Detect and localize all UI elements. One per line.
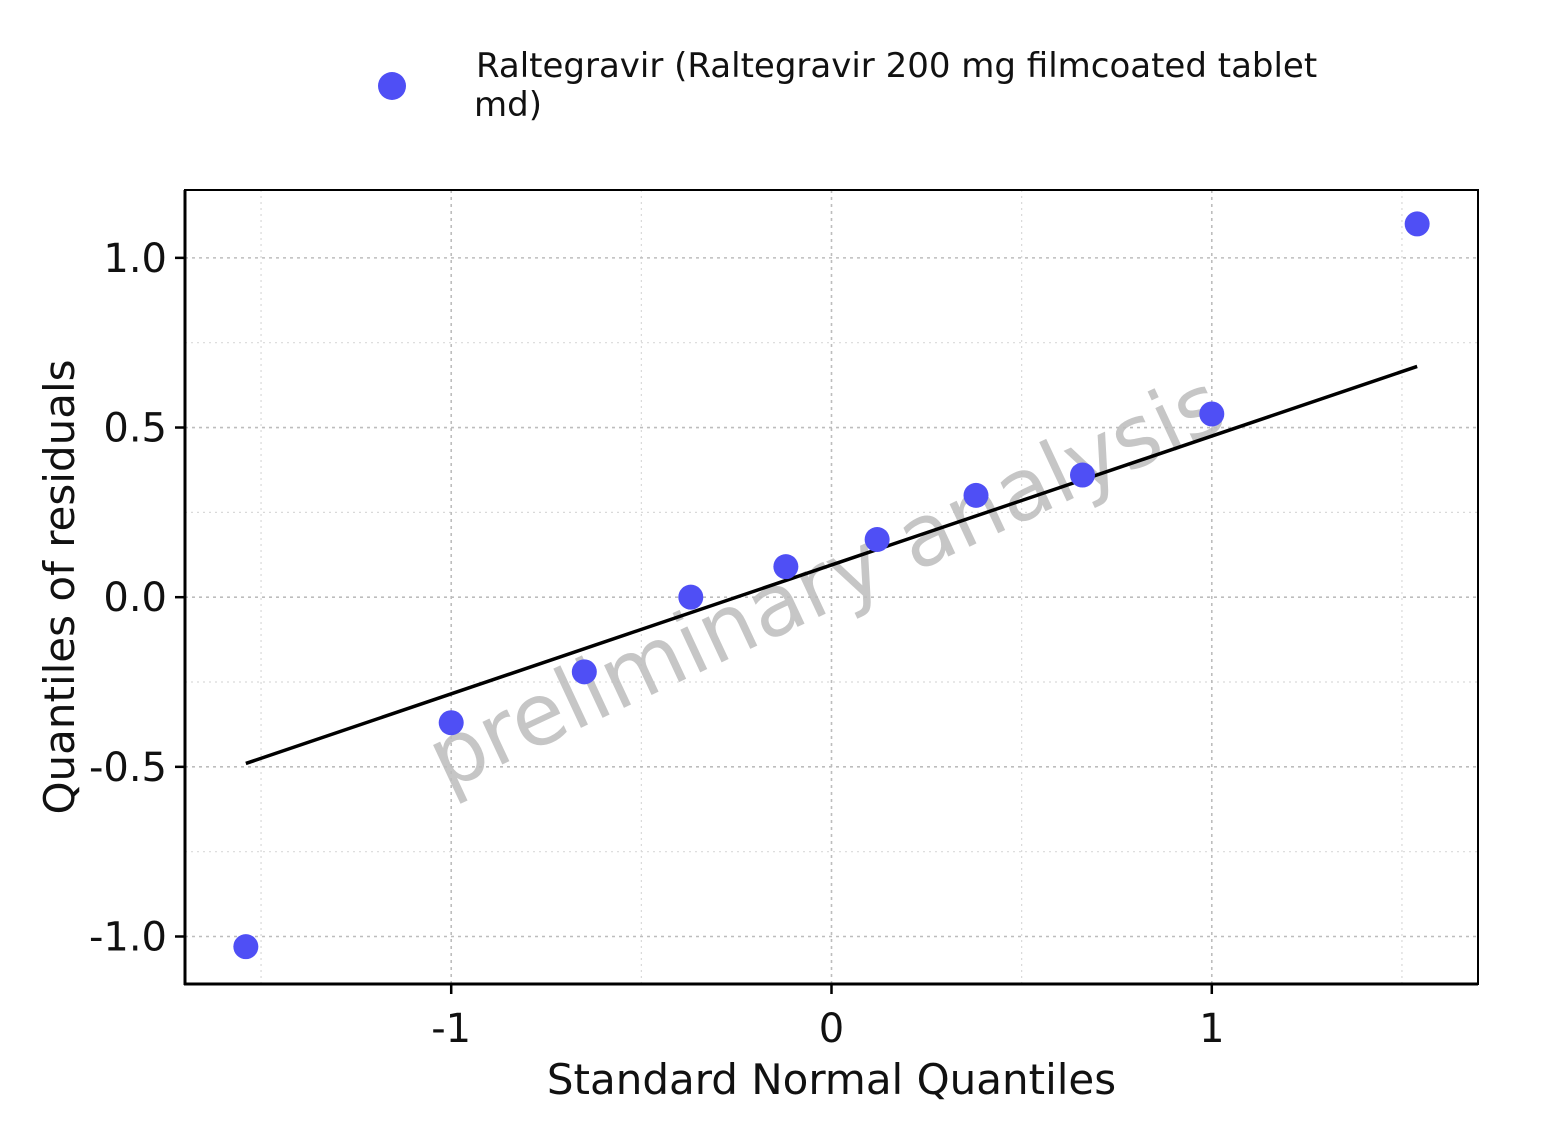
major-gridlines — [185, 190, 1478, 984]
data-point — [233, 934, 259, 960]
legend-marker — [378, 72, 406, 100]
data-point — [1404, 211, 1430, 237]
y-tick-label: 0.0 — [103, 575, 167, 621]
reference-line — [245, 364, 1418, 766]
legend-label-line-2: md) — [474, 85, 542, 125]
data-point — [1199, 401, 1225, 427]
x-tick-label: 1 — [1199, 1006, 1224, 1052]
data-point — [773, 554, 799, 580]
data-points — [233, 211, 1430, 960]
data-point — [438, 710, 464, 736]
y-tick-label: 0.5 — [103, 406, 167, 452]
y-axis-title: Quantiles of residuals — [35, 359, 84, 814]
minor-gridlines — [185, 190, 1478, 984]
x-tick-label: -1 — [431, 1006, 471, 1052]
y-tick-label: -1.0 — [89, 914, 167, 960]
x-axis-ticks: -1 0 1 — [431, 984, 1225, 1052]
x-axis-title: Standard Normal Quantiles — [547, 1055, 1116, 1104]
data-point — [571, 659, 597, 685]
legend: Raltegravir (Raltegravir 200 mg filmcoat… — [378, 46, 1317, 125]
x-tick-label: 0 — [819, 1006, 844, 1052]
data-point — [963, 482, 989, 508]
data-point — [678, 584, 704, 610]
data-point — [1069, 462, 1095, 488]
y-axis-ticks: -1.0 -0.5 0.0 0.5 1.0 — [89, 236, 185, 960]
y-tick-label: -0.5 — [89, 745, 167, 791]
data-point — [864, 526, 890, 552]
watermark-text: preliminary analysis — [412, 354, 1239, 810]
legend-label-line-1: Raltegravir (Raltegravir 200 mg filmcoat… — [476, 46, 1317, 86]
y-tick-label: 1.0 — [103, 236, 167, 282]
